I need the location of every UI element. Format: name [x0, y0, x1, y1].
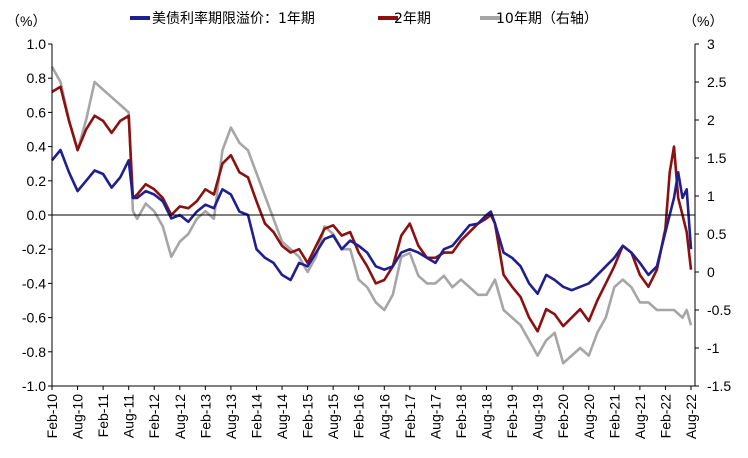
right-tick-label: -1.5 — [707, 378, 731, 394]
x-tick-label: Aug-11 — [121, 394, 137, 438]
right-tick-label: 0.5 — [707, 226, 727, 242]
x-tick-label: Feb-22 — [657, 394, 673, 439]
axes — [51, 44, 696, 387]
right-tick-label: 2 — [707, 112, 715, 128]
x-tick-label: Feb-21 — [606, 394, 622, 439]
x-tick-label: Aug-15 — [325, 394, 341, 439]
x-tick-label: Aug-13 — [223, 394, 239, 439]
x-tick-label: Feb-18 — [453, 394, 469, 439]
legend: 美债利率期限溢价：1年期 2年期 10年期（右轴） — [130, 10, 598, 27]
right-axis-ticks: 3 2.5 2 1.5 1 0.5 0 -0.5 -1 -1.5 — [695, 36, 731, 394]
right-tick-label: -0.5 — [707, 302, 731, 318]
right-tick-label: 0 — [707, 264, 715, 280]
right-tick-label: 1 — [707, 188, 715, 204]
x-tick-label: Aug-18 — [479, 394, 495, 439]
right-tick-label: 3 — [707, 36, 715, 52]
x-tick-label: Feb-20 — [555, 394, 571, 439]
x-tick-label: Feb-15 — [300, 394, 316, 439]
left-tick-label: -0.4 — [22, 275, 46, 291]
left-tick-label: -0.6 — [22, 310, 46, 326]
x-tick-label: Aug-19 — [530, 394, 546, 439]
right-tick-label: 2.5 — [707, 74, 727, 90]
left-tick-label: 0.6 — [27, 104, 47, 120]
x-tick-label: Aug-20 — [581, 394, 597, 439]
x-tick-label: Aug-17 — [427, 394, 443, 439]
legend-label-0: 美债利率期限溢价：1年期 — [152, 10, 315, 27]
x-tick-label: Feb-13 — [197, 394, 213, 439]
left-tick-label: -0.2 — [22, 241, 46, 257]
left-axis-unit: （%） — [6, 13, 46, 29]
x-tick-label: Aug-10 — [70, 394, 86, 439]
series-line-0 — [50, 148, 693, 296]
left-tick-label: -0.8 — [22, 344, 46, 360]
right-tick-label: 1.5 — [707, 150, 727, 166]
x-tick-label: Feb-12 — [146, 394, 162, 439]
x-tick-label: Feb-11 — [95, 394, 111, 438]
left-tick-label: 0.4 — [27, 139, 47, 155]
x-tick-label: Aug-22 — [683, 394, 699, 439]
series-line-2 — [50, 66, 693, 365]
left-tick-label: -1.0 — [22, 378, 46, 394]
legend-label-2: 10年期（右轴） — [496, 11, 598, 27]
series-line-1 — [51, 85, 693, 333]
left-tick-label: 1.0 — [27, 36, 47, 52]
x-tick-label: Aug-21 — [632, 394, 648, 439]
x-tick-label: Feb-10 — [44, 394, 60, 439]
right-tick-label: -1 — [707, 340, 720, 356]
x-tick-label: Feb-17 — [402, 394, 418, 439]
x-tick-label: Feb-14 — [248, 394, 264, 439]
series-layer — [50, 66, 693, 365]
x-axis-ticks: Feb-10 Aug-10 Feb-11 Aug-11 Feb-12 Aug-12 Feb-… — [44, 386, 699, 439]
x-tick-label: Aug-12 — [172, 394, 188, 439]
legend-label-1: 2年期 — [394, 11, 431, 27]
left-tick-label: 0.2 — [27, 173, 47, 189]
left-tick-label: 0.8 — [27, 70, 47, 86]
x-tick-label: Aug-16 — [376, 394, 392, 439]
left-axis-ticks: 1.0 0.8 0.6 0.4 0.2 0.0 -0.2 -0.4 -0.6 -0.8 -1.0 — [22, 36, 52, 394]
right-axis-unit: （%） — [683, 13, 723, 29]
x-tick-label: Feb-19 — [504, 394, 520, 439]
left-tick-label: 0.0 — [27, 207, 47, 223]
x-tick-label: Feb-16 — [351, 394, 367, 439]
x-tick-label: Aug-14 — [274, 394, 290, 439]
